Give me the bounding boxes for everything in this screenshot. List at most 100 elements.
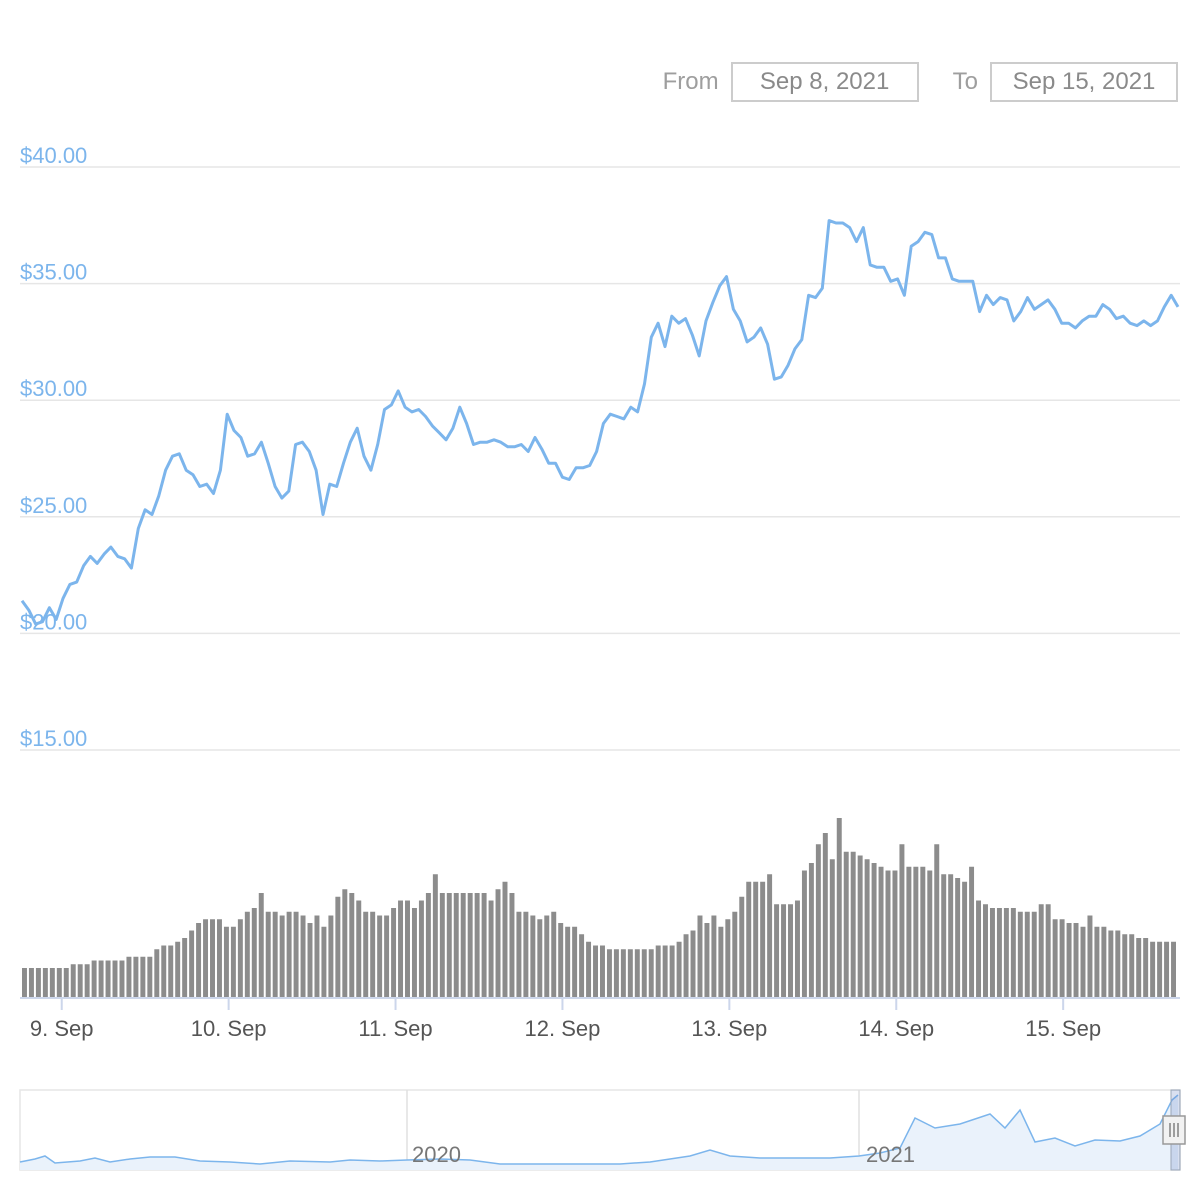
navigator-label-2021: 2021 (866, 1142, 915, 1167)
volume-bar (606, 949, 612, 998)
volume-bar (502, 881, 508, 998)
from-date-input[interactable]: Sep 8, 2021 (730, 62, 919, 102)
volume-bar (307, 923, 313, 998)
volume-bar (822, 833, 828, 998)
volume-bar (934, 844, 940, 998)
volume-bar (641, 949, 647, 998)
volume-bar (314, 915, 320, 998)
volume-bar (1101, 926, 1107, 998)
volume-bar (321, 926, 327, 998)
volume-bar (739, 896, 745, 998)
volume-bar (530, 915, 536, 998)
volume-bar (1059, 919, 1065, 998)
volume-bar (363, 911, 369, 998)
volume-bar (579, 934, 585, 998)
x-tick-label-5: 14. Sep (858, 1016, 934, 1041)
volume-bar (49, 968, 55, 998)
volume-bars (22, 818, 1176, 998)
volume-bar (864, 859, 870, 998)
volume-bar (342, 889, 348, 998)
volume-bar (1157, 941, 1163, 998)
y-tick-label-0: $15.00 (20, 726, 87, 751)
volume-bar (203, 919, 209, 998)
x-tick-label-4: 13. Sep (691, 1016, 767, 1041)
volume-bar (1073, 923, 1079, 998)
volume-bar (42, 968, 48, 998)
from-label: From (662, 68, 719, 95)
volume-bar (669, 945, 675, 998)
volume-bar (453, 893, 459, 998)
volume-bar (35, 968, 41, 998)
volume-bar (22, 968, 27, 998)
volume-bar (683, 934, 689, 998)
volume-bar (1045, 904, 1051, 998)
volume-bar (370, 911, 376, 998)
volume-bar (293, 911, 299, 998)
volume-bar (251, 908, 257, 998)
volume-bar (237, 919, 243, 998)
volume-bar (391, 908, 397, 998)
volume-bar (781, 904, 787, 998)
volume-bar (265, 911, 271, 998)
volume-bar (460, 893, 466, 998)
volume-bar (989, 908, 995, 998)
volume-bar (1136, 938, 1142, 998)
volume-bar (286, 911, 292, 998)
volume-bar (600, 945, 605, 998)
volume-bar (411, 908, 417, 998)
volume-bar (593, 945, 598, 998)
volume-bar (335, 896, 341, 998)
volume-bar (328, 915, 334, 998)
volume-bar (878, 866, 884, 998)
volume-bar (1010, 908, 1016, 998)
volume-bar (356, 900, 362, 998)
volume-bar (1094, 926, 1100, 998)
volume-bar (704, 923, 710, 998)
volume-bar (655, 945, 661, 998)
navigator-label-2020: 2020 (412, 1142, 461, 1167)
volume-bar (1122, 934, 1128, 998)
volume-bar (91, 960, 97, 998)
volume-bar (788, 904, 793, 998)
x-tick-label-1: 10. Sep (191, 1016, 267, 1041)
volume-bar (829, 859, 835, 998)
volume-bar (112, 960, 118, 998)
volume-bar (815, 844, 821, 998)
y-tick-label-4: $35.00 (20, 260, 87, 285)
volume-bar (718, 926, 724, 998)
volume-bar (516, 911, 522, 998)
volume-bar (843, 851, 849, 998)
y-axis-labels: $15.00$20.00$25.00$30.00$35.00$40.00 (20, 143, 87, 751)
to-date-input[interactable]: Sep 15, 2021 (990, 62, 1178, 102)
x-tick-label-6: 15. Sep (1025, 1016, 1101, 1041)
volume-bar (223, 926, 229, 998)
navigator[interactable]: 2020 2021 (19, 1089, 1186, 1171)
volume-bar (955, 878, 961, 998)
volume-bar (182, 938, 188, 998)
volume-bar (1080, 926, 1086, 998)
volume-bar (349, 893, 355, 998)
volume-bar (418, 900, 424, 998)
volume-bar (216, 919, 222, 998)
volume-bar (983, 904, 988, 998)
volume-bar (196, 923, 202, 998)
to-label: To (952, 68, 978, 95)
volume-bar (871, 863, 877, 998)
y-tick-label-3: $30.00 (20, 376, 87, 401)
volume-bar (488, 900, 494, 998)
y-tick-label-5: $40.00 (20, 143, 87, 168)
volume-bar (857, 855, 863, 998)
volume-bar (976, 900, 982, 998)
volume-bar (84, 964, 90, 998)
volume-bar (1038, 904, 1044, 998)
volume-bar (98, 960, 104, 998)
volume-bar (140, 956, 146, 998)
x-axis-labels: 9. Sep 10. Sep 11. Sep 12. Sep 13. Sep 14. Se… (30, 1016, 1101, 1041)
volume-bar (850, 851, 856, 998)
volume-bar (648, 949, 654, 998)
volume-bar (885, 870, 891, 998)
volume-bar (279, 915, 285, 998)
volume-bar (1115, 930, 1121, 998)
volume-bar (432, 874, 438, 998)
